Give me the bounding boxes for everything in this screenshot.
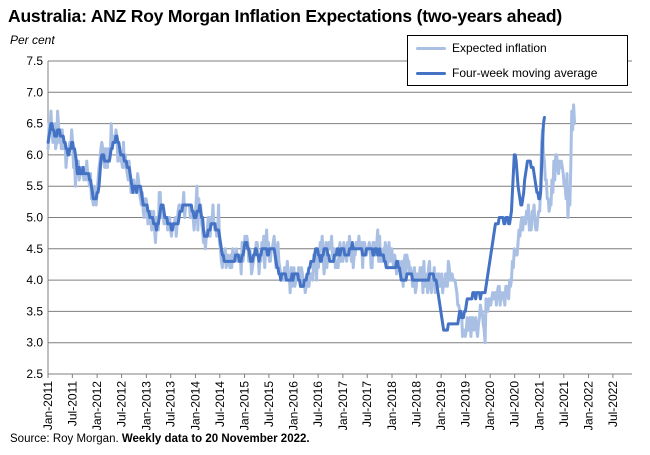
x-tick-label: Jan-2014 — [188, 381, 202, 430]
x-tick-label: Jan-2013 — [139, 381, 153, 430]
x-tick-label: Jul-2011 — [65, 381, 79, 426]
x-tick-label: Jan-2012 — [90, 381, 104, 430]
x-tick-label: Jan-2017 — [336, 381, 350, 430]
x-tick-label: Jan-2015 — [238, 381, 252, 430]
x-tick-label: Jul-2022 — [606, 381, 620, 427]
y-tick-label: 3.0 — [26, 336, 43, 350]
source-data-note: Weekly data to 20 November 2022. — [121, 433, 310, 445]
y-tick-label: 6.5 — [26, 117, 43, 131]
x-tick-label: Jul-2013 — [164, 381, 178, 427]
legend-label-expected-inflation: Expected inflation — [452, 41, 547, 55]
x-tick-label: Jan-2020 — [483, 381, 497, 430]
y-tick-label: 3.5 — [26, 304, 43, 318]
chart-title: Australia: ANZ Roy Morgan Inflation Expe… — [8, 6, 563, 26]
x-tick-label: Jul-2014 — [213, 381, 227, 427]
legend-swatch-moving-average — [416, 71, 446, 75]
x-tick-label: Jan-2018 — [385, 381, 399, 430]
x-tick-label: Jan-2011 — [41, 381, 55, 430]
x-tick-label: Jul-2018 — [409, 381, 423, 427]
y-axis-unit-label: Per cent — [10, 33, 55, 47]
legend-swatch-expected-inflation — [416, 46, 446, 50]
x-tick-label: Jan-2022 — [582, 381, 596, 430]
y-tick-label: 7.5 — [26, 54, 43, 68]
x-tick-label: Jul-2019 — [458, 381, 472, 427]
x-tick-label: Jul-2020 — [508, 381, 522, 427]
chart-legend: Expected inflation Four-week moving aver… — [407, 35, 628, 86]
x-tick-label: Jul-2017 — [360, 381, 374, 427]
y-tick-label: 4.0 — [26, 273, 43, 287]
x-tick-label: Jul-2012 — [115, 381, 129, 427]
x-axis-ticks: Jan-2011 Jul-2011 Jan-2012 Jul-2012 Jan-2013… — [41, 374, 620, 430]
y-tick-label: 6.0 — [26, 148, 43, 162]
source-note: Source: Roy Morgan. Weekly data to 20 No… — [10, 433, 310, 445]
series-moving-average — [46, 115, 546, 332]
y-tick-label: 7.0 — [26, 85, 43, 99]
source-prefix: Source: Roy Morgan. — [10, 433, 122, 445]
x-tick-label: Jan-2021 — [532, 381, 546, 430]
x-tick-label: Jan-2019 — [434, 381, 448, 430]
y-tick-label: 4.5 — [26, 242, 43, 256]
series-lines — [46, 103, 577, 345]
y-axis-ticks: 7.5 7.0 6.5 6.0 5.5 5.0 4.5 4.0 3.5 3.0 2.5 — [26, 54, 43, 381]
x-tick-label: Jul-2021 — [557, 381, 571, 427]
x-tick-label: Jul-2015 — [262, 381, 276, 427]
y-tick-label: 5.5 — [26, 179, 43, 193]
chart-plot: 7.5 7.0 6.5 6.0 5.5 5.0 4.5 4.0 3.5 3.0 2.5 Jan-20… — [26, 54, 632, 430]
y-tick-label: 5.0 — [26, 211, 43, 225]
y-tick-label: 2.5 — [26, 367, 43, 381]
x-tick-label: Jul-2016 — [311, 381, 325, 427]
legend-item-moving-average: Four-week moving average — [416, 65, 597, 81]
grid-lines — [47, 60, 632, 375]
legend-item-expected-inflation: Expected inflation — [416, 40, 547, 56]
legend-label-moving-average: Four-week moving average — [452, 66, 598, 80]
x-tick-label: Jan-2016 — [287, 381, 301, 430]
